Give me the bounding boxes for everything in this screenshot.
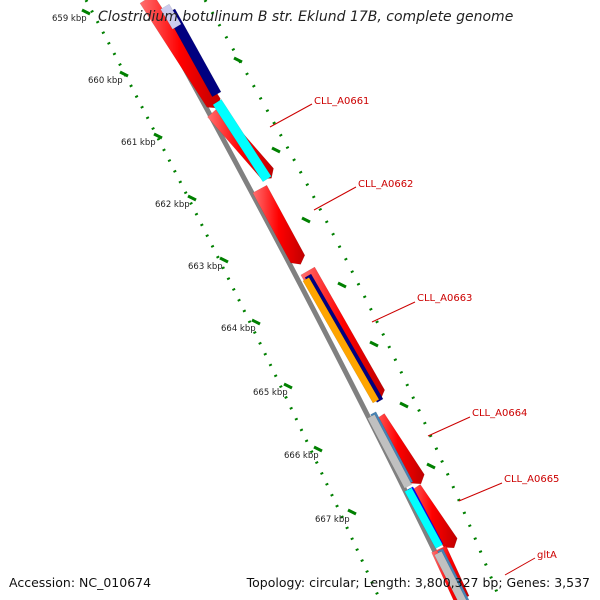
scale-label: 667 kbp: [315, 515, 350, 525]
scale-tick-major: [119, 70, 129, 78]
backbone-line: [144, 0, 461, 600]
outer-scale-track: [203, 0, 502, 600]
map-title: Clostridium botulinum B str. Eklund 17B,…: [98, 9, 514, 25]
scale-tick-major: [426, 462, 436, 470]
scale-label: 663 kbp: [188, 262, 223, 272]
scale-tick-major: [347, 508, 357, 516]
gene-label: CLL_A0661: [314, 96, 369, 107]
feature-bar-lavender: [160, 3, 182, 30]
accession-text: Accession: NC_010674: [9, 575, 152, 590]
scale-tick-major: [233, 56, 243, 64]
scale-track: [84, 0, 382, 600]
scale-tick-major: [219, 256, 229, 264]
scale-tick-major: [187, 194, 197, 202]
scale-tick-major: [283, 382, 293, 390]
scale-tick-major: [369, 340, 379, 348]
feature-bar-cyan: [404, 487, 444, 549]
feature-bar-orange: [302, 277, 380, 404]
scale-labels: 659 kbp 660 kbp 661 kbp 662 kbp 663 kbp 664 k…: [52, 14, 350, 525]
scale-label: 660 kbp: [88, 76, 123, 86]
feature-bar-lightgray: [434, 551, 467, 600]
gene-leader-line: [427, 416, 471, 437]
scale-label: 661 kbp: [121, 138, 156, 148]
scale-tick-major: [153, 132, 163, 140]
scale-ticks: [81, 0, 502, 600]
gene-leader-line: [504, 557, 536, 576]
scale-tick-major: [81, 8, 91, 16]
scale-tick-major: [337, 281, 347, 289]
scale-tick-major: [313, 445, 323, 453]
gene-label: CLL_A0662: [358, 179, 413, 190]
feature-bar-lightgray: [367, 414, 412, 489]
gene-labels: CLL_A0661 CLL_A0662 CLL_A0663 CLL_A0664 CLL_…: [269, 96, 559, 576]
gene-label: CLL_A0663: [417, 293, 472, 304]
gene-label: gltA: [537, 550, 557, 561]
scale-tick-major: [251, 318, 261, 326]
gene-leader-line: [269, 103, 313, 128]
scale-label: 665 kbp: [253, 388, 288, 398]
gene-label: CLL_A0665: [504, 474, 559, 485]
gene-leader-line: [458, 482, 503, 502]
feature-bar-cyan: [212, 99, 272, 183]
gene-leader-line: [371, 301, 416, 323]
summary-text: Topology: circular; Length: 3,800,327 bp…: [246, 575, 590, 590]
scale-tick-major: [399, 401, 409, 409]
gene-leader-line: [313, 186, 357, 211]
scale-tick-major: [271, 146, 281, 154]
scale-label: 659 kbp: [52, 14, 87, 24]
scale-label: 666 kbp: [284, 451, 319, 461]
feature-track: [139, 0, 470, 600]
scale-tick-major: [301, 216, 311, 224]
scale-label: 662 kbp: [155, 200, 190, 210]
cds-arrow: [252, 184, 306, 265]
scale-label: 664 kbp: [221, 324, 256, 334]
gene-label: CLL_A0664: [472, 408, 527, 419]
